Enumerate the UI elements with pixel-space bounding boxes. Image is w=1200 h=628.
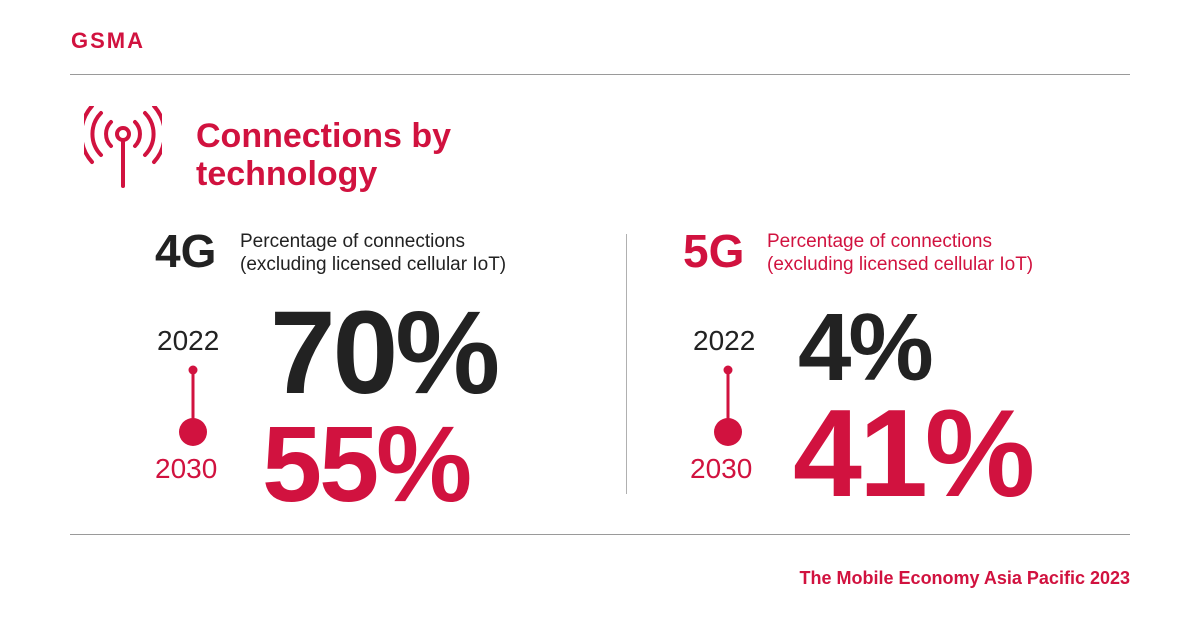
gsma-logo: GSMA [71,28,145,53]
page-title: Connections by technology [196,117,616,193]
description-4g: Percentage of connections (excluding lic… [240,230,580,276]
timeline-4g [179,365,207,446]
description-4g-line-1: Percentage of connections [240,231,465,252]
value-start-4g: 70% [270,287,500,419]
description-5g-line-2: (excluding licensed cellular IoT) [767,254,1034,275]
title-line-2: technology [196,155,378,193]
timeline-5g [714,365,742,446]
year-start-5g: 2022 [693,325,756,356]
tech-label-4g: 4G [155,225,217,277]
source-footer: The Mobile Economy Asia Pacific 2023 [799,568,1130,588]
value-end-5g: 41% [793,385,1035,523]
panel-divider [626,234,627,494]
value-start-5g: 4% [798,294,934,401]
top-divider [70,74,1130,75]
year-end-5g: 2030 [690,453,753,484]
bottom-divider [70,534,1130,535]
year-end-4g: 2030 [155,453,218,484]
tech-label-5g: 5G [683,225,745,277]
value-end-4g: 55% [262,403,472,524]
year-start-4g: 2022 [157,325,220,356]
description-5g-line-1: Percentage of connections [767,231,992,252]
antenna-signal-icon [84,106,162,188]
description-5g: Percentage of connections (excluding lic… [767,230,1107,276]
title-line-1: Connections by [196,117,452,155]
description-4g-line-2: (excluding licensed cellular IoT) [240,254,507,275]
